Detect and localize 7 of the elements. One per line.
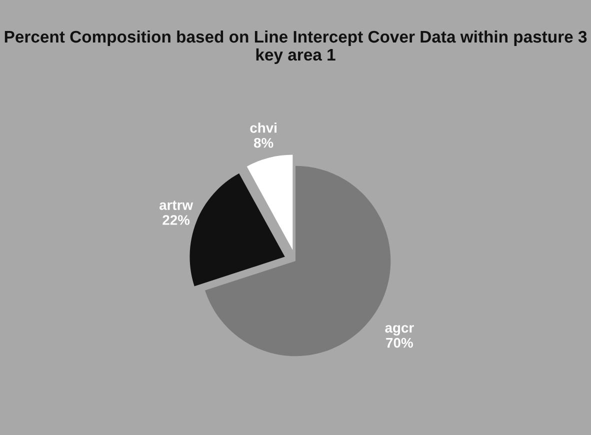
data-label: 22% xyxy=(162,215,190,225)
chart-title: Percent Composition based on Line Intercept Cover Data within pasture 3 key area 1 xyxy=(4,30,587,64)
slice-label: chvi xyxy=(250,122,276,133)
slice-label: artrw xyxy=(159,200,194,210)
data-label: 8% xyxy=(254,138,274,148)
data-label: 70% xyxy=(386,338,413,348)
slice-label: agcr xyxy=(385,325,414,336)
